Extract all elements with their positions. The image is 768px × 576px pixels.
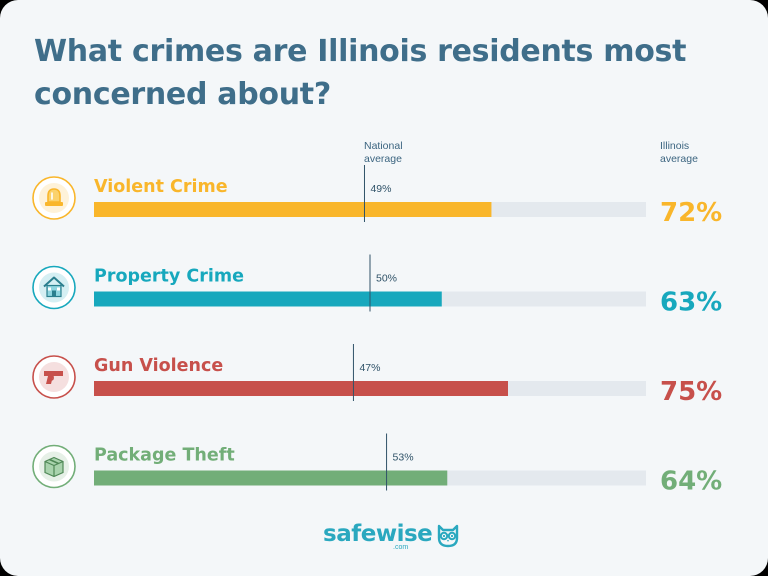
national-value-label: 50% bbox=[376, 273, 397, 285]
illinois-bar bbox=[94, 291, 442, 307]
chart-row: Package Theft 53% 64% bbox=[32, 433, 722, 497]
category-label: Gun Violence bbox=[94, 356, 223, 376]
house-icon bbox=[32, 265, 76, 310]
chart-row: Violent Crime 49% 72% bbox=[32, 165, 722, 228]
siren-icon bbox=[32, 176, 76, 220]
brand-domain: .com bbox=[393, 544, 409, 551]
national-value-label: 49% bbox=[370, 183, 391, 195]
national-value-label: 53% bbox=[393, 452, 414, 464]
category-label: Package Theft bbox=[94, 446, 235, 466]
brand-name: safewise bbox=[323, 521, 433, 547]
national-header-line-2: average bbox=[364, 153, 402, 165]
chart-row: Property Crime 50% 63% bbox=[32, 254, 722, 318]
illinois-value-label: 72% bbox=[660, 198, 722, 228]
package-icon bbox=[32, 444, 76, 489]
illinois-header-line-1: Illinois bbox=[660, 140, 690, 152]
illinois-value-label: 64% bbox=[660, 467, 722, 497]
illinois-value-label: 63% bbox=[660, 288, 722, 318]
chart-row: Gun Violence 47% 75% bbox=[32, 344, 722, 407]
gun-icon bbox=[32, 355, 76, 399]
illinois-bar bbox=[94, 470, 448, 486]
owl-icon bbox=[438, 524, 459, 548]
category-label: Violent Crime bbox=[94, 177, 228, 197]
national-header-line-1: National bbox=[364, 140, 403, 152]
category-label: Property Crime bbox=[94, 267, 244, 287]
illinois-bar bbox=[94, 202, 492, 217]
national-average-header: National average bbox=[364, 140, 403, 166]
national-value-label: 47% bbox=[359, 362, 380, 374]
illinois-value-label: 75% bbox=[660, 377, 722, 407]
safewise-logo: safewise .com bbox=[323, 520, 460, 551]
illinois-header-line-2: average bbox=[660, 153, 698, 165]
illinois-bar bbox=[94, 381, 508, 396]
chart-title: What crimes are Illinois residents most … bbox=[34, 34, 687, 112]
illinois-average-header: Illinois average bbox=[660, 140, 698, 166]
